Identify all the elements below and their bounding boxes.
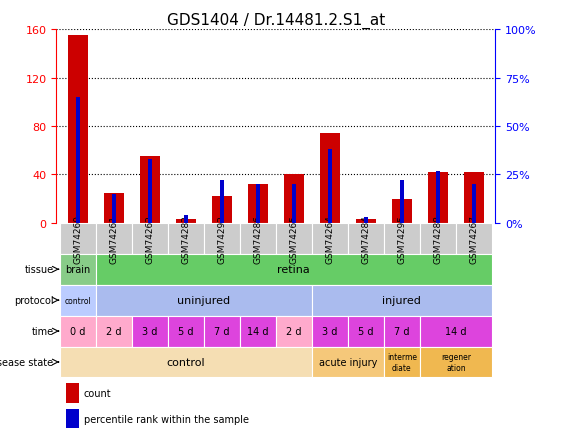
Bar <box>132 223 168 254</box>
Text: 3 d: 3 d <box>322 326 338 336</box>
Text: disease state: disease state <box>0 357 53 367</box>
Text: 7 d: 7 d <box>214 326 230 336</box>
Text: GSM74261: GSM74261 <box>109 214 118 263</box>
Bar <box>472 185 476 223</box>
Bar <box>400 181 404 223</box>
Bar <box>240 316 276 347</box>
Text: control: control <box>65 296 91 305</box>
Bar <box>464 173 484 223</box>
Text: 2 d: 2 d <box>106 326 122 336</box>
Bar <box>168 316 204 347</box>
Bar <box>456 223 492 254</box>
Bar <box>276 316 312 347</box>
Bar <box>256 185 260 223</box>
Bar <box>60 254 96 285</box>
Bar <box>140 157 160 223</box>
Bar <box>276 223 312 254</box>
Text: time: time <box>32 326 53 336</box>
Bar <box>176 220 196 223</box>
Text: 2 d: 2 d <box>286 326 302 336</box>
Text: 0 d: 0 d <box>70 326 86 336</box>
Text: 14 d: 14 d <box>445 326 467 336</box>
Text: GSM74295: GSM74295 <box>397 214 406 263</box>
Bar <box>204 223 240 254</box>
Bar <box>420 223 456 254</box>
Bar <box>420 347 492 378</box>
Bar <box>384 316 420 347</box>
Bar <box>60 347 312 378</box>
Text: interme
diate: interme diate <box>387 352 417 372</box>
Text: tissue: tissue <box>24 265 53 275</box>
Bar <box>428 173 448 223</box>
Text: percentile rank within the sample: percentile rank within the sample <box>83 414 248 424</box>
Text: GSM74292: GSM74292 <box>217 214 226 263</box>
Text: injured: injured <box>382 296 421 306</box>
Bar <box>348 316 384 347</box>
Text: GSM74260: GSM74260 <box>73 214 82 263</box>
Bar <box>66 409 79 428</box>
Text: 5 d: 5 d <box>358 326 374 336</box>
Bar <box>312 223 348 254</box>
Title: GDS1404 / Dr.14481.2.S1_at: GDS1404 / Dr.14481.2.S1_at <box>167 13 385 29</box>
Text: GSM74286: GSM74286 <box>253 214 262 263</box>
Bar <box>60 285 96 316</box>
Bar <box>356 220 376 223</box>
Bar <box>168 223 204 254</box>
Bar <box>364 217 368 223</box>
Bar <box>320 134 339 223</box>
Text: GSM74267: GSM74267 <box>470 214 479 263</box>
Bar <box>104 193 124 223</box>
Text: uninjured: uninjured <box>177 296 230 306</box>
Text: regener
ation: regener ation <box>441 352 471 372</box>
Bar <box>328 150 332 223</box>
Bar <box>220 181 224 223</box>
Bar <box>436 171 440 223</box>
Text: 7 d: 7 d <box>394 326 410 336</box>
Bar <box>212 197 232 223</box>
Bar <box>60 223 96 254</box>
Bar <box>204 316 240 347</box>
Text: count: count <box>83 388 111 398</box>
Text: 14 d: 14 d <box>247 326 269 336</box>
Bar <box>66 383 79 403</box>
Bar <box>111 194 116 223</box>
Text: acute injury: acute injury <box>319 357 377 367</box>
Bar <box>420 316 492 347</box>
Bar <box>384 347 420 378</box>
Bar <box>76 98 80 223</box>
Text: protocol: protocol <box>14 296 53 306</box>
Bar <box>248 185 268 223</box>
Bar <box>132 316 168 347</box>
Bar <box>384 223 420 254</box>
Bar <box>348 223 384 254</box>
Bar <box>312 316 348 347</box>
Bar <box>284 175 304 223</box>
Text: 3 d: 3 d <box>142 326 158 336</box>
Bar <box>292 185 296 223</box>
Text: retina: retina <box>278 265 310 275</box>
Text: GSM74265: GSM74265 <box>289 214 298 263</box>
Bar <box>96 316 132 347</box>
Bar <box>312 347 384 378</box>
Text: control: control <box>167 357 205 367</box>
Bar <box>148 160 152 223</box>
Text: GSM74284: GSM74284 <box>361 214 370 263</box>
Text: 5 d: 5 d <box>178 326 194 336</box>
Bar <box>60 316 96 347</box>
Text: GSM74264: GSM74264 <box>325 214 334 263</box>
Bar <box>96 254 492 285</box>
Bar <box>240 223 276 254</box>
Bar <box>312 285 492 316</box>
Bar <box>184 216 188 223</box>
Bar <box>68 36 88 223</box>
Bar <box>96 285 312 316</box>
Bar <box>96 223 132 254</box>
Text: GSM74282: GSM74282 <box>181 214 190 263</box>
Text: GSM74262: GSM74262 <box>145 214 154 263</box>
Text: brain: brain <box>65 265 91 275</box>
Bar <box>392 199 412 223</box>
Text: GSM74288: GSM74288 <box>434 214 443 263</box>
